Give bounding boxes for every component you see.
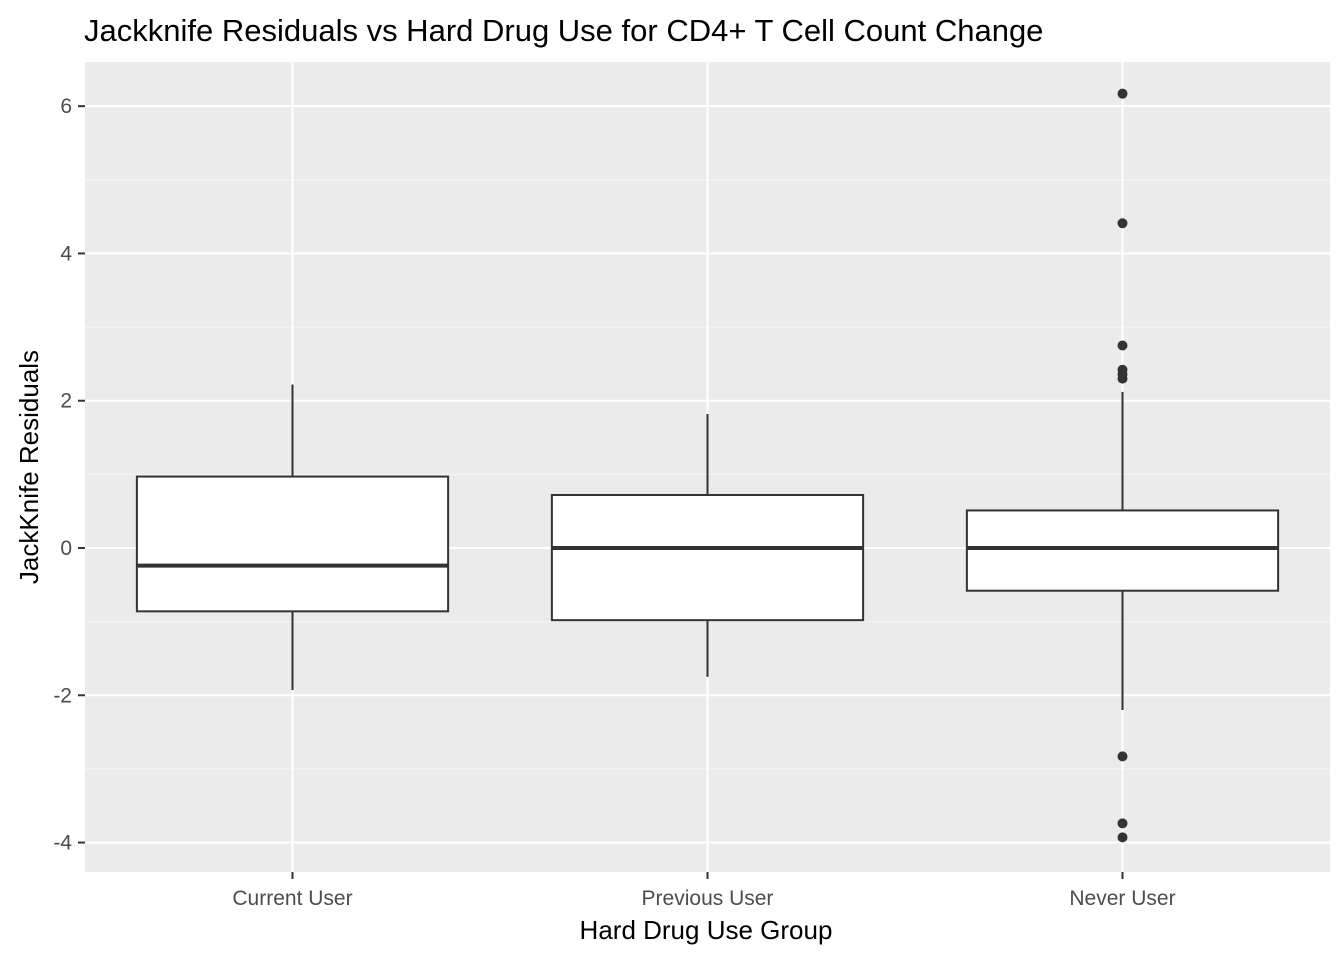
interquartile-box — [135, 475, 450, 613]
x-axis-ticks: Current User Previous User Never User — [232, 872, 1176, 910]
interquartile-box — [550, 493, 865, 622]
box-previous-user — [550, 413, 865, 677]
x-tick-label: Previous User — [642, 887, 774, 910]
box-never-user — [965, 88, 1280, 843]
box-current-user — [135, 384, 450, 691]
y-tick-label: -2 — [53, 684, 72, 707]
x-axis-title: Hard Drug Use Group — [580, 915, 833, 945]
y-axis-title: JackKnife Residuals — [14, 350, 44, 584]
x-tick-label: Never User — [1069, 887, 1175, 910]
outlier-point — [1117, 373, 1128, 384]
y-tick-label: 6 — [60, 95, 72, 118]
y-tick-label: 0 — [60, 537, 72, 560]
outlier-point — [1117, 832, 1128, 843]
box-series — [135, 88, 1280, 843]
y-tick-label: 2 — [60, 390, 72, 413]
chart-title: Jackknife Residuals vs Hard Drug Use for… — [84, 13, 1043, 48]
outlier-point — [1117, 88, 1128, 99]
y-tick-label: 4 — [60, 242, 72, 265]
interquartile-box — [965, 509, 1280, 592]
outlier-point — [1117, 818, 1128, 829]
y-tick-label: -4 — [53, 832, 72, 855]
outlier-point — [1117, 751, 1128, 762]
x-tick-label: Current User — [232, 887, 352, 910]
outlier-point — [1117, 218, 1128, 229]
y-axis-ticks: -4 -2 0 2 4 6 — [53, 95, 85, 855]
outlier-point — [1117, 340, 1128, 351]
